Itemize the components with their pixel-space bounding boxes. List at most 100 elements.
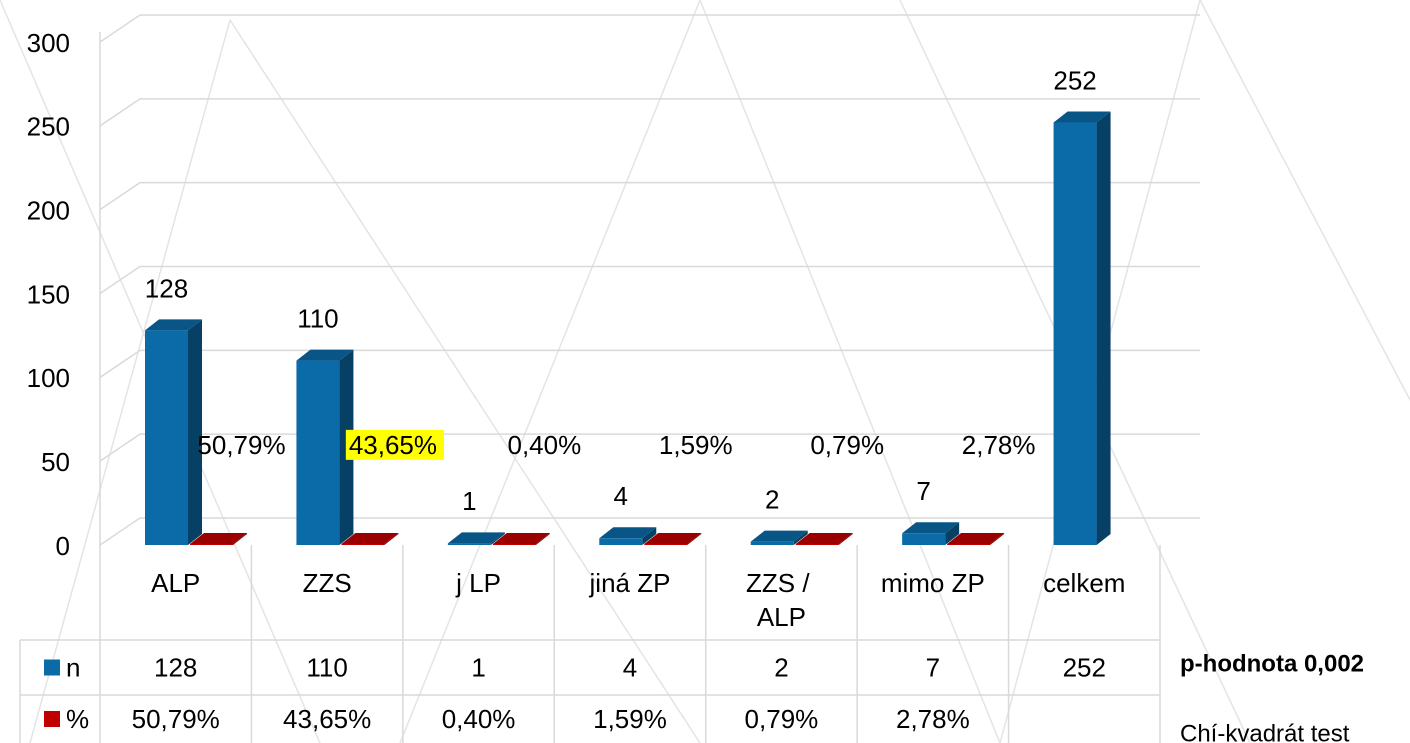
data-label: 2,78%: [962, 430, 1036, 460]
x-tick-label: mimo ZP: [881, 568, 985, 598]
bar: [492, 533, 550, 545]
bar-front: [902, 533, 946, 545]
bar-side: [490, 532, 505, 545]
x-tick-label: j LP: [455, 568, 501, 598]
bar: [795, 533, 853, 545]
x-tick-label: ZZS: [303, 568, 352, 598]
bar-side: [535, 533, 550, 545]
bar: [1053, 111, 1111, 545]
legend-label: n: [66, 652, 80, 682]
grid-line: [99, 14, 1200, 43]
data-label: 1: [462, 486, 476, 516]
bar-side: [233, 533, 247, 545]
table-cell: 2: [774, 652, 788, 682]
table-cell: 2,78%: [896, 704, 970, 734]
bar: [145, 319, 202, 545]
grid-line: [99, 98, 1200, 127]
data-label: 252: [1053, 65, 1096, 95]
bar: [190, 533, 247, 545]
grid-line: [99, 517, 1200, 546]
bar-top: [341, 533, 399, 544]
y-tick-label: 100: [27, 363, 70, 393]
bar: [644, 533, 702, 545]
grid-line: [99, 181, 1200, 211]
table-cell: 1,59%: [593, 704, 667, 734]
bar-side: [838, 533, 853, 545]
bar-top: [795, 533, 853, 544]
label-highlight: [345, 429, 445, 460]
bar-top: [599, 527, 657, 539]
bar: [750, 530, 808, 545]
x-tick-label: jiná ZP: [589, 568, 671, 598]
table-cell: 110: [306, 652, 347, 682]
bar-top: [644, 533, 702, 544]
data-label: 43,65%: [349, 430, 437, 460]
bar-side: [1096, 111, 1111, 545]
data-label: 7: [916, 476, 930, 506]
bar-top: [750, 530, 808, 542]
bar-top: [1053, 111, 1111, 123]
bar-top: [902, 522, 960, 534]
x-tick-label: ALP: [151, 568, 200, 598]
bar-front: [644, 544, 688, 545]
annotation: p-hodnota 0,002: [1180, 650, 1364, 677]
y-tick-label: 200: [27, 196, 70, 226]
bar-side: [384, 533, 399, 545]
bar-side: [687, 533, 702, 545]
grid-line: [99, 349, 1200, 378]
data-label: 128: [145, 273, 188, 303]
bar-side: [642, 527, 657, 545]
bar-front: [341, 544, 385, 545]
bar-front: [492, 544, 536, 545]
x-tick-label: ZZS / ALP: [746, 568, 817, 632]
y-tick-label: 300: [27, 28, 70, 58]
bar-top: [190, 533, 247, 544]
table-cell: 0,40%: [442, 704, 516, 734]
bar-front: [795, 544, 839, 545]
bar: [947, 533, 1005, 545]
bar: [341, 533, 399, 545]
data-label: 110: [297, 303, 338, 333]
bar-front: [599, 538, 643, 545]
table-cell: 0,79%: [745, 704, 819, 734]
table-cell: 7: [926, 652, 940, 682]
bar: [599, 527, 657, 545]
legend-label: %: [66, 704, 89, 734]
bar-side: [188, 319, 202, 545]
bar-side: [990, 533, 1005, 545]
grid-line: [99, 433, 1200, 462]
bar-top: [492, 533, 550, 544]
data-label: 0,79%: [810, 430, 884, 460]
bar: [902, 522, 960, 545]
bar-side: [793, 530, 808, 545]
bar-top: [145, 319, 202, 331]
table-cell: 252: [1063, 652, 1106, 682]
bar-top: [947, 533, 1005, 544]
table-cell: 128: [154, 652, 197, 682]
x-tick-label: celkem: [1043, 568, 1125, 598]
bar-front: [447, 543, 491, 545]
bar-front: [750, 541, 794, 545]
bar-top: [296, 349, 354, 361]
data-label: 2: [765, 485, 779, 515]
data-label: 4: [614, 481, 628, 511]
annotation: Chí-kvadrát test: [1180, 720, 1350, 743]
bar: [447, 532, 505, 545]
table-cell: 1: [471, 652, 485, 682]
y-tick-label: 50: [41, 447, 70, 477]
bar-front: [190, 544, 233, 545]
bar-front: [296, 360, 340, 545]
data-label: 0,40%: [507, 430, 581, 460]
legend-swatch: [44, 659, 60, 676]
bar-front: [947, 544, 991, 545]
bar: [296, 349, 354, 545]
grid-line: [99, 265, 1200, 295]
table-cell: 43,65%: [283, 704, 371, 734]
bar-front: [1053, 122, 1097, 545]
y-tick-label: 0: [56, 531, 70, 561]
table-cell: 50,79%: [132, 704, 220, 734]
y-tick-label: 150: [27, 279, 70, 309]
bar-front: [145, 330, 188, 545]
table-cell: 4: [623, 652, 637, 682]
